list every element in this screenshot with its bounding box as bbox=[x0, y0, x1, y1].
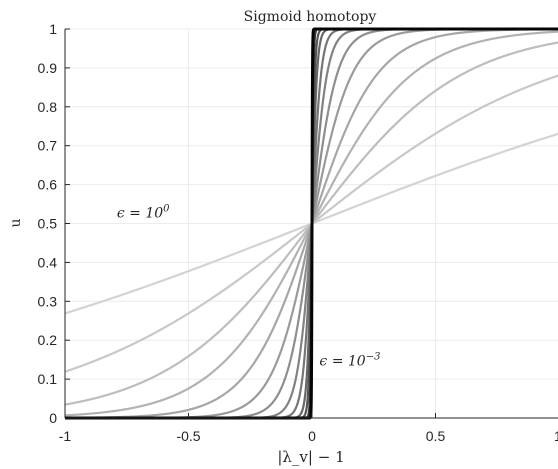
y-tick-label: 0.6 bbox=[38, 177, 58, 193]
y-tick-label: 0.9 bbox=[38, 60, 58, 76]
y-tick-label: 0.5 bbox=[38, 216, 58, 232]
y-tick-label: 0 bbox=[49, 410, 57, 426]
epsilon-annotation: ϵ = 100 bbox=[117, 204, 170, 222]
y-tick-label: 0.4 bbox=[38, 254, 58, 270]
y-tick-label: 0.8 bbox=[38, 99, 58, 115]
tick-labels: 0 0.1 0.2 0.3 0.4 0.5 0.6 0.7 0.8 0.9 1 -1 -0.5 0 0.5 1 bbox=[38, 21, 558, 444]
x-tick-label: -1 bbox=[59, 428, 72, 444]
y-tick-label: 0.3 bbox=[38, 293, 58, 309]
y-tick-label: 0.1 bbox=[38, 371, 58, 387]
x-tick-label: -0.5 bbox=[176, 428, 200, 444]
annotation-exponent: 0 bbox=[163, 204, 170, 215]
y-tick-label: 1 bbox=[49, 21, 57, 37]
x-axis-label: |λ_v| − 1 bbox=[277, 448, 344, 466]
x-tick-label: 0.5 bbox=[426, 428, 446, 444]
annotation-base: ϵ = 10 bbox=[117, 206, 163, 222]
epsilon-annotation: ϵ = 10−3 bbox=[319, 351, 380, 369]
chart-title: Sigmoid homotopy bbox=[244, 9, 377, 25]
annotation-exponent: −3 bbox=[366, 351, 381, 362]
y-axis-label: u bbox=[8, 218, 24, 227]
y-tick-label: 0.2 bbox=[38, 332, 58, 348]
x-tick-label: 1 bbox=[554, 428, 558, 444]
annotation-base: ϵ = 10 bbox=[319, 353, 365, 369]
x-tick-label: 0 bbox=[308, 428, 316, 444]
y-tick-label: 0.7 bbox=[38, 138, 58, 154]
